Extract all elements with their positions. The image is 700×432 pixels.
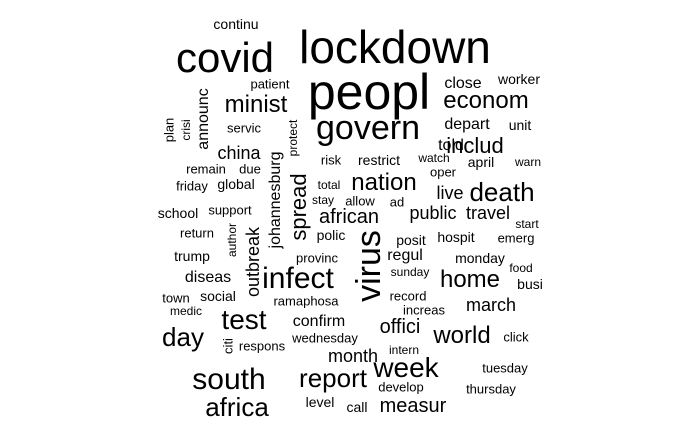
cloud-word: warn [514,155,542,169]
cloud-word: record [389,288,427,304]
cloud-word: confirm [292,313,346,330]
cloud-word: social [200,288,236,304]
cloud-word: spread [286,173,311,241]
cloud-word: support [208,202,252,218]
cloud-word: food [509,261,533,275]
cloud-word: minist [224,91,288,118]
cloud-word: busi [517,276,543,292]
cloud-word: depart [444,116,490,133]
cloud-word: crisi [179,119,193,141]
cloud-word: govern [316,109,420,147]
cloud-word: nation [351,169,417,196]
cloud-word: intern [388,343,420,357]
cloud-word: month [327,346,379,366]
cloud-word: april [467,154,495,170]
cloud-word: trump [174,248,210,264]
cloud-word: protect [286,119,300,157]
cloud-word: test [221,304,267,335]
cloud-word: polic [316,227,346,243]
cloud-word: call [346,399,368,415]
cloud-word: worker [497,71,541,87]
cloud-word: report [299,363,367,393]
cloud-word: south [192,363,266,396]
cloud-word: day [162,322,204,352]
cloud-word: infect [262,262,334,295]
cloud-word: live [436,183,464,203]
cloud-word: wednesday [292,330,358,346]
cloud-word: peopl [307,64,431,120]
cloud-word: develop [378,379,424,395]
cloud-word: regul [387,247,423,264]
cloud-word: due [239,161,261,177]
cloud-word: covid [175,34,275,81]
cloud-word: watch [418,151,450,165]
cloud-word: africa [205,392,269,422]
cloud-word: offici [379,316,421,338]
cloud-word: level [305,394,335,410]
cloud-word: medic [169,304,203,318]
cloud-word: sunday [390,265,430,279]
cloud-word: oper [429,164,457,180]
cloud-word: author [225,222,239,258]
cloud-word: measur [379,395,447,417]
cloud-word: school [157,205,199,221]
cloud-word: african [318,206,380,228]
cloud-word: provinc [296,250,338,266]
cloud-word: thursday [466,381,516,397]
cloud-word: death [469,177,535,207]
cloud-word: tuesday [482,360,528,376]
cloud-word: town [162,290,190,306]
cloud-word: johannesburg [267,151,284,249]
cloud-word: travel [465,203,511,223]
cloud-word: total [317,178,341,192]
cloud-word: return [180,225,214,241]
cloud-word: virus [350,230,388,302]
cloud-word: respons [238,338,286,354]
cloud-word: allow [345,193,375,209]
cloud-word: week [373,352,439,383]
cloud-word: march [465,295,517,315]
cloud-word: outbreak [243,226,263,298]
cloud-word: stay [311,193,335,207]
cloud-word: announc [195,88,212,150]
cloud-word: remain [186,161,226,177]
cloud-word: patient [250,76,290,92]
cloud-word: unit [508,117,532,133]
cloud-word: public [409,203,457,223]
cloud-word: ramaphosa [273,293,339,309]
cloud-word: click [503,329,529,345]
cloud-word: told [438,137,464,154]
cloud-word: includ [446,133,504,158]
cloud-word: hospit [437,229,475,245]
cloud-word: world [433,322,491,349]
cloud-word: monday [455,250,505,266]
cloud-word: home [439,266,501,293]
cloud-word: continu [213,16,259,32]
cloud-word: emerg [497,230,535,246]
cloud-word: plan [161,117,177,143]
cloud-word: start [515,217,539,231]
cloud-word: lockdown [299,21,491,73]
cloud-word: close [444,75,482,92]
cloud-word: ad [389,194,405,210]
cloud-word: citi [220,338,236,354]
cloud-word: friday [176,178,208,194]
cloud-word: global [217,176,255,192]
cloud-word: china [217,143,261,163]
cloud-word: increas [403,302,445,318]
cloud-word: risk [320,152,342,168]
cloud-word: servic [227,120,261,136]
cloud-word: diseas [184,269,232,286]
cloud-word: econom [443,87,529,114]
cloud-word: posit [396,232,426,248]
cloud-word: restrict [358,152,400,168]
